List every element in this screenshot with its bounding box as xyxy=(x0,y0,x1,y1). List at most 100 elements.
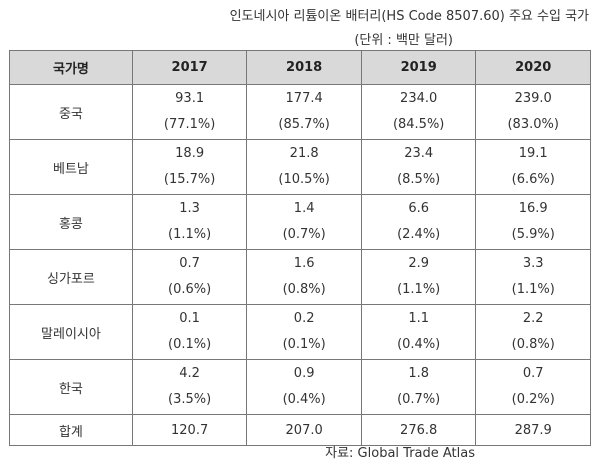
value-cell: 1.6 (0.8%) xyxy=(246,249,362,305)
cell-value: 2.2 xyxy=(522,311,544,326)
table-row: 말레이시아 0.1 (0.1%) 0.2 (0.1%) 1.1 (0.4%) 2.2 (… xyxy=(9,304,591,360)
cell-value: 6.6 xyxy=(408,201,429,216)
cell-value: 1.8 xyxy=(408,366,429,381)
value-cell: 1.1 (0.4%) xyxy=(360,304,477,360)
total-label: 합계 xyxy=(9,414,133,446)
value-cell: 0.7 (0.6%) xyxy=(131,249,248,305)
cell-share: (8.5%) xyxy=(397,172,441,187)
value-cell: 0.7 (0.2%) xyxy=(475,359,591,415)
cell-value: 1.4 xyxy=(293,201,315,216)
unit-note: (단위 : 백만 달러) xyxy=(354,33,453,48)
table-row: 싱가포르 0.7 (0.6%) 1.6 (0.8%) 2.9 (1.1%) 3.3 (1… xyxy=(9,249,591,305)
cell-value: 0.2 xyxy=(293,311,315,326)
cell-share: (0.4%) xyxy=(397,337,441,352)
cell-value: 23.4 xyxy=(404,146,434,161)
header-year-2017: 2017 xyxy=(131,50,248,85)
cell-share: (84.5%) xyxy=(392,117,445,132)
cell-share: (77.1%) xyxy=(163,117,216,132)
value-cell: 234.0 (84.5%) xyxy=(360,84,477,140)
cell-value: 19.1 xyxy=(518,146,548,161)
cell-share: (0.4%) xyxy=(282,392,326,407)
value-cell: 1.4 (0.7%) xyxy=(246,194,362,250)
value-cell: 4.2 (3.5%) xyxy=(131,359,248,415)
value-cell: 19.1 (6.6%) xyxy=(475,139,591,195)
cell-share: (0.8%) xyxy=(282,282,326,297)
cell-share: (0.1%) xyxy=(282,337,326,352)
cell-share: (0.1%) xyxy=(168,337,212,352)
cell-value: 0.9 xyxy=(293,366,315,381)
cell-value: 3.3 xyxy=(522,256,544,271)
cell-share: (0.2%) xyxy=(511,392,555,407)
cell-value: 16.9 xyxy=(518,201,548,216)
country-cell: 싱가포르 xyxy=(9,249,133,305)
cell-value: 0.7 xyxy=(522,366,544,381)
cell-value: 234.0 xyxy=(400,91,438,106)
cell-share: (10.5%) xyxy=(278,172,330,187)
value-cell: 1.8 (0.7%) xyxy=(360,359,477,415)
cell-value: 4.2 xyxy=(179,366,200,381)
table-title: 인도네시아 리튬이온 배터리(HS Code 8507.60) 주요 수입 국가 xyxy=(229,9,589,24)
value-cell: 16.9 (5.9%) xyxy=(475,194,591,250)
value-cell: 0.1 (0.1%) xyxy=(131,304,248,360)
value-cell: 93.1 (77.1%) xyxy=(131,84,248,140)
table-row: 홍콩 1.3 (1.1%) 1.4 (0.7%) 6.6 (2.4%) 16.9 (5.… xyxy=(9,194,591,250)
cell-value: 18.9 xyxy=(175,146,205,161)
cell-value: 1.6 xyxy=(293,256,315,271)
total-value-2020: 287.9 xyxy=(475,414,591,446)
cell-value: 2.9 xyxy=(408,256,429,271)
cell-share: (83.0%) xyxy=(507,117,559,132)
value-cell: 23.4 (8.5%) xyxy=(360,139,477,195)
value-cell: 239.0 (83.0%) xyxy=(475,84,591,140)
value-cell: 18.9 (15.7%) xyxy=(131,139,248,195)
value-cell: 0.9 (0.4%) xyxy=(246,359,362,415)
cell-value: 93.1 xyxy=(175,91,205,106)
cell-share: (85.7%) xyxy=(278,117,330,132)
total-value-2018: 207.0 xyxy=(246,414,362,446)
header-year-2018: 2018 xyxy=(246,50,362,85)
cell-value: 0.7 xyxy=(179,256,200,271)
header-year-2019: 2019 xyxy=(360,50,477,85)
value-cell: 177.4 (85.7%) xyxy=(246,84,362,140)
country-cell: 말레이시아 xyxy=(9,304,133,360)
value-cell: 2.2 (0.8%) xyxy=(475,304,591,360)
cell-share: (0.6%) xyxy=(168,282,212,297)
total-row: 합계 120.7 207.0 276.8 287.9 xyxy=(9,414,591,446)
cell-share: (3.5%) xyxy=(168,392,212,407)
cell-share: (0.7%) xyxy=(282,227,326,242)
value-cell: 2.9 (1.1%) xyxy=(360,249,477,305)
cell-value: 1.3 xyxy=(179,201,200,216)
total-value-2017: 120.7 xyxy=(131,414,248,446)
country-cell: 한국 xyxy=(9,359,133,415)
cell-share: (1.1%) xyxy=(168,227,212,242)
value-cell: 1.3 (1.1%) xyxy=(131,194,248,250)
value-cell: 0.2 (0.1%) xyxy=(246,304,362,360)
total-value-2019: 276.8 xyxy=(360,414,477,446)
import-table: 국가명 2017 2018 2019 2020 중국 93.1 (77.1%) 1… xyxy=(9,50,591,446)
value-cell: 21.8 (10.5%) xyxy=(246,139,362,195)
cell-share: (1.1%) xyxy=(397,282,441,297)
source-note: 자료: Global Trade Atlas xyxy=(325,446,475,461)
header-year-2020: 2020 xyxy=(475,50,591,85)
cell-share: (2.4%) xyxy=(397,227,441,242)
cell-value: 0.1 xyxy=(179,311,200,326)
cell-share: (6.6%) xyxy=(511,172,555,187)
table-row: 한국 4.2 (3.5%) 0.9 (0.4%) 1.8 (0.7%) 0.7 (0.2… xyxy=(9,359,591,415)
country-cell: 중국 xyxy=(9,84,133,140)
table-row: 중국 93.1 (77.1%) 177.4 (85.7%) 234.0 (84.5%)… xyxy=(9,84,591,140)
cell-share: (1.1%) xyxy=(511,282,555,297)
cell-share: (0.7%) xyxy=(397,392,441,407)
table-row: 베트남 18.9 (15.7%) 21.8 (10.5%) 23.4 (8.5%) 1… xyxy=(9,139,591,195)
cell-share: (15.7%) xyxy=(163,172,216,187)
header-country: 국가명 xyxy=(9,50,133,85)
cell-value: 177.4 xyxy=(285,91,323,106)
cell-value: 1.1 xyxy=(408,311,429,326)
cell-value: 239.0 xyxy=(514,91,552,106)
cell-value: 21.8 xyxy=(289,146,319,161)
country-cell: 베트남 xyxy=(9,139,133,195)
country-cell: 홍콩 xyxy=(9,194,133,250)
value-cell: 6.6 (2.4%) xyxy=(360,194,477,250)
header-row: 국가명 2017 2018 2019 2020 xyxy=(9,50,591,85)
value-cell: 3.3 (1.1%) xyxy=(475,249,591,305)
cell-share: (5.9%) xyxy=(511,227,555,242)
cell-share: (0.8%) xyxy=(511,337,555,352)
